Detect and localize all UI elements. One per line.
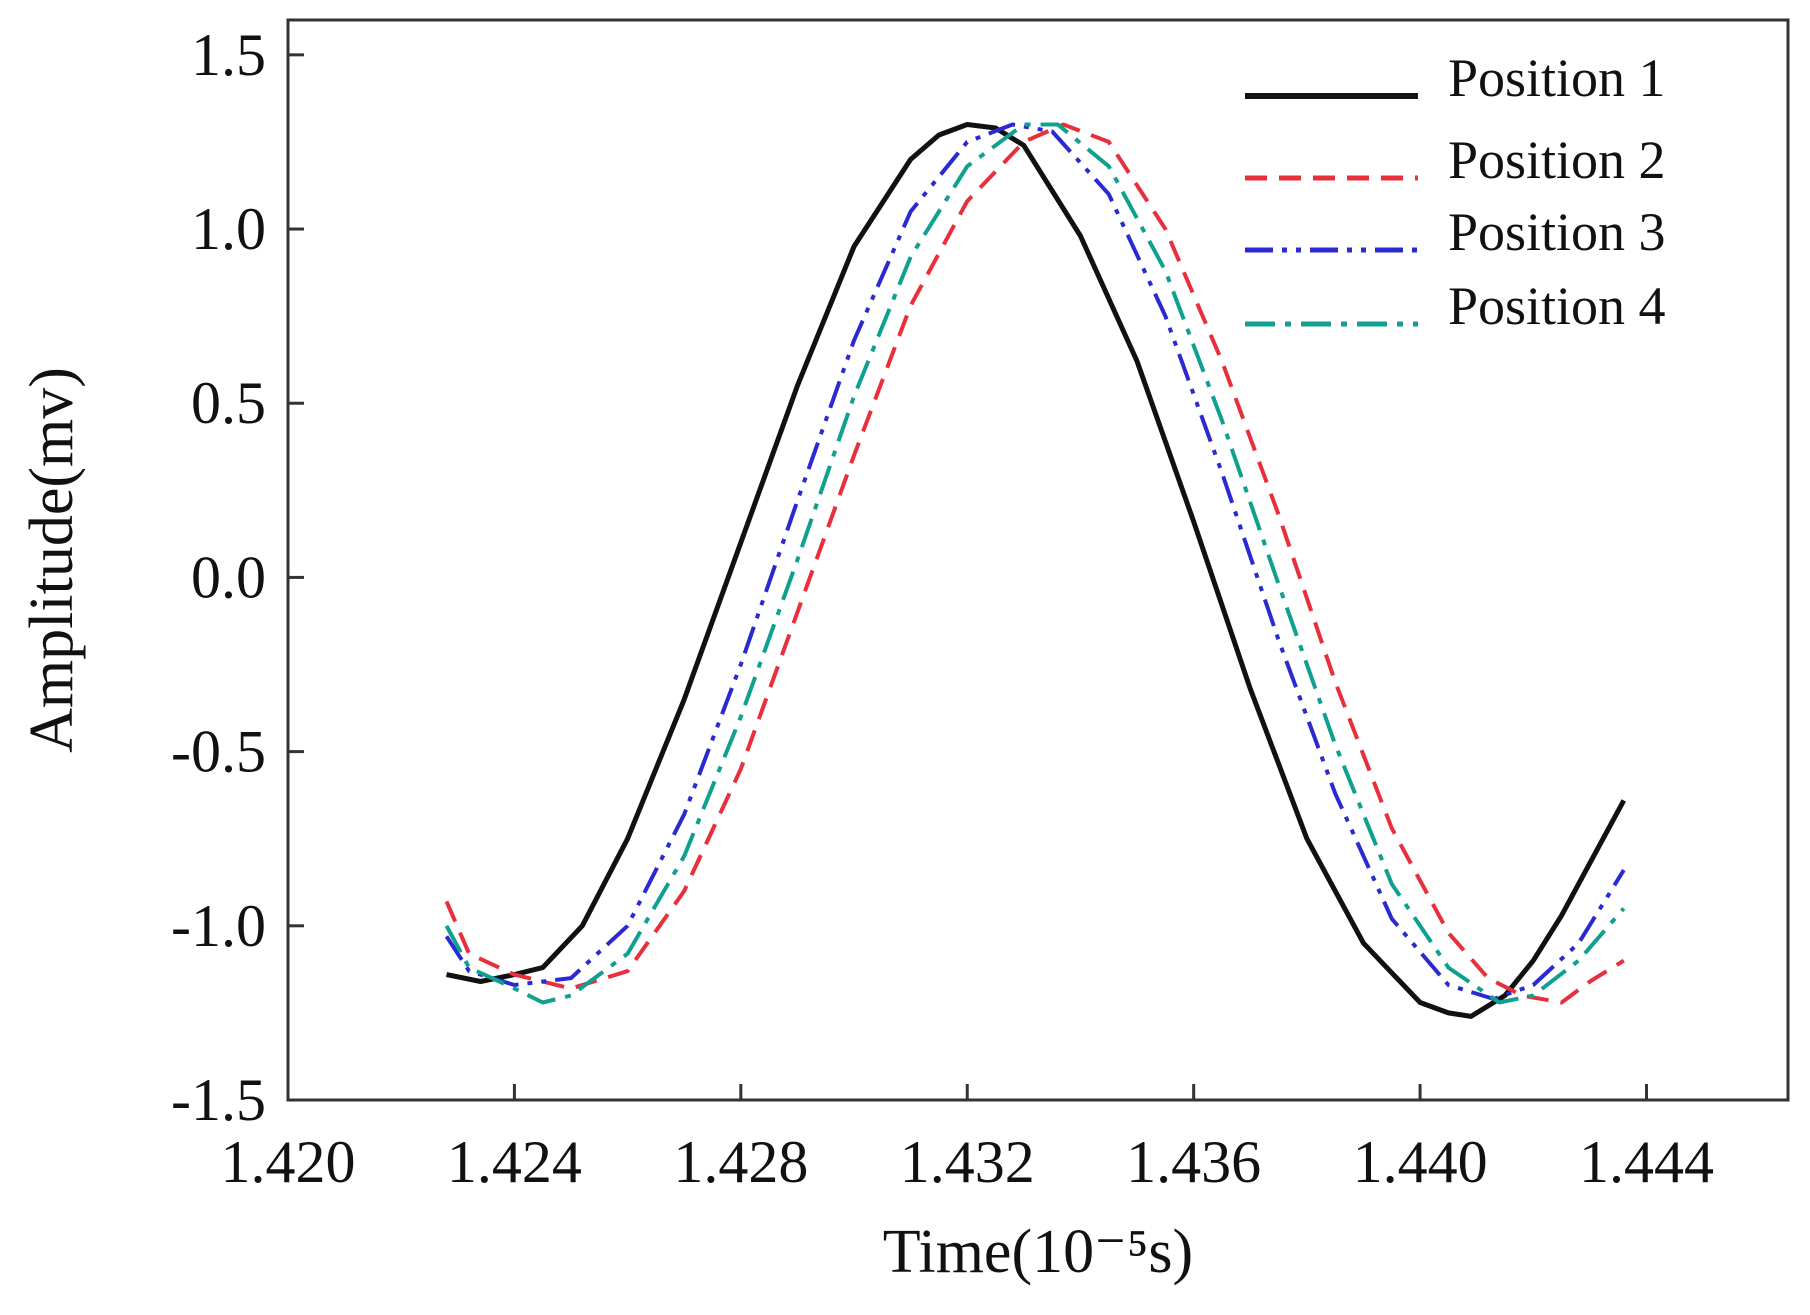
series-line-2	[444, 122, 1625, 1005]
plot-frame	[286, 18, 1790, 1102]
x-tick-label: 1.424	[447, 1129, 582, 1195]
y-tick-label: -0.5	[171, 719, 266, 785]
x-tick-label: 1.420	[221, 1129, 356, 1195]
x-axis: 1.420 1.424 1.428 1.432 1.436 1.440 1.444	[221, 1084, 1714, 1195]
legend-label-1: Position 1	[1448, 48, 1666, 108]
series-line-1	[446, 122, 1626, 1019]
y-tick-label: 0.0	[191, 544, 266, 610]
y-axis-title: Amplitude(mv)	[18, 367, 86, 753]
x-tick-label: 1.444	[1579, 1129, 1714, 1195]
y-tick-label: -1.5	[171, 1067, 266, 1133]
legend: Position 1 Position 2 Position 3 Position 4	[1245, 48, 1666, 336]
x-tick-label: 1.432	[900, 1129, 1035, 1195]
series-line-3	[444, 122, 1626, 1001]
x-tick-label: 1.440	[1353, 1129, 1488, 1195]
series-line-4	[444, 122, 1626, 1005]
y-tick-label: 1.0	[191, 196, 266, 262]
legend-label-2: Position 2	[1448, 130, 1666, 190]
y-axis: 1.5 1.0 0.5 0.0 -0.5 -1.0 -1.5	[171, 22, 304, 1133]
y-tick-label: 1.5	[191, 22, 266, 88]
legend-label-4: Position 4	[1448, 276, 1666, 336]
x-axis-title: Time(10⁻⁵s)	[883, 1218, 1193, 1286]
series-group	[444, 122, 1626, 1019]
y-tick-label: -1.0	[171, 893, 266, 959]
legend-label-3: Position 3	[1448, 202, 1666, 262]
y-tick-label: 0.5	[191, 370, 266, 436]
x-tick-label: 1.436	[1126, 1129, 1261, 1195]
x-tick-label: 1.428	[673, 1129, 808, 1195]
